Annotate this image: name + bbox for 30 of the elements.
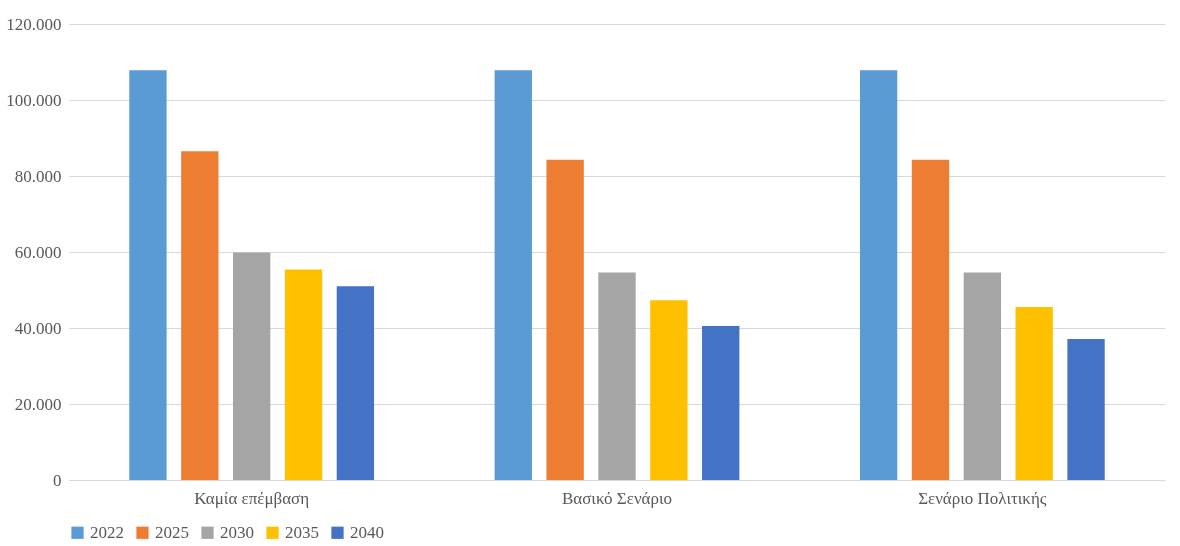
bar [494, 70, 532, 480]
bar [963, 272, 1001, 480]
y-tick-label: 100.000 [6, 90, 62, 110]
x-tick-label: Σενάριο Πολιτικής [918, 488, 1047, 508]
bar [233, 252, 271, 480]
bar [911, 159, 950, 480]
y-tick-label: 0 [53, 470, 62, 490]
bar [129, 70, 167, 480]
bar [702, 326, 740, 480]
bar [336, 286, 375, 480]
bar [598, 272, 636, 480]
y-tick-label: 80.000 [14, 166, 62, 186]
legend-label: 2022 [90, 522, 124, 542]
x-tick-label: Βασικό Σενάριο [561, 488, 673, 508]
bar [1015, 307, 1053, 480]
bar [546, 159, 584, 480]
legend-label: 2040 [350, 522, 384, 542]
y-tick-label: 60.000 [14, 242, 62, 262]
bar [284, 269, 323, 480]
x-tick-label: Καμία επέμβαση [194, 488, 310, 508]
legend-label: 2035 [285, 522, 319, 542]
y-tick-label: 20.000 [14, 394, 62, 414]
bar [859, 70, 898, 480]
bar [1067, 339, 1105, 480]
legend-label: 2025 [155, 522, 189, 542]
bar [181, 151, 219, 480]
bar [650, 300, 688, 480]
legend-label: 2030 [220, 522, 254, 542]
y-tick-label: 120.000 [6, 14, 62, 34]
y-tick-label: 40.000 [14, 318, 62, 338]
